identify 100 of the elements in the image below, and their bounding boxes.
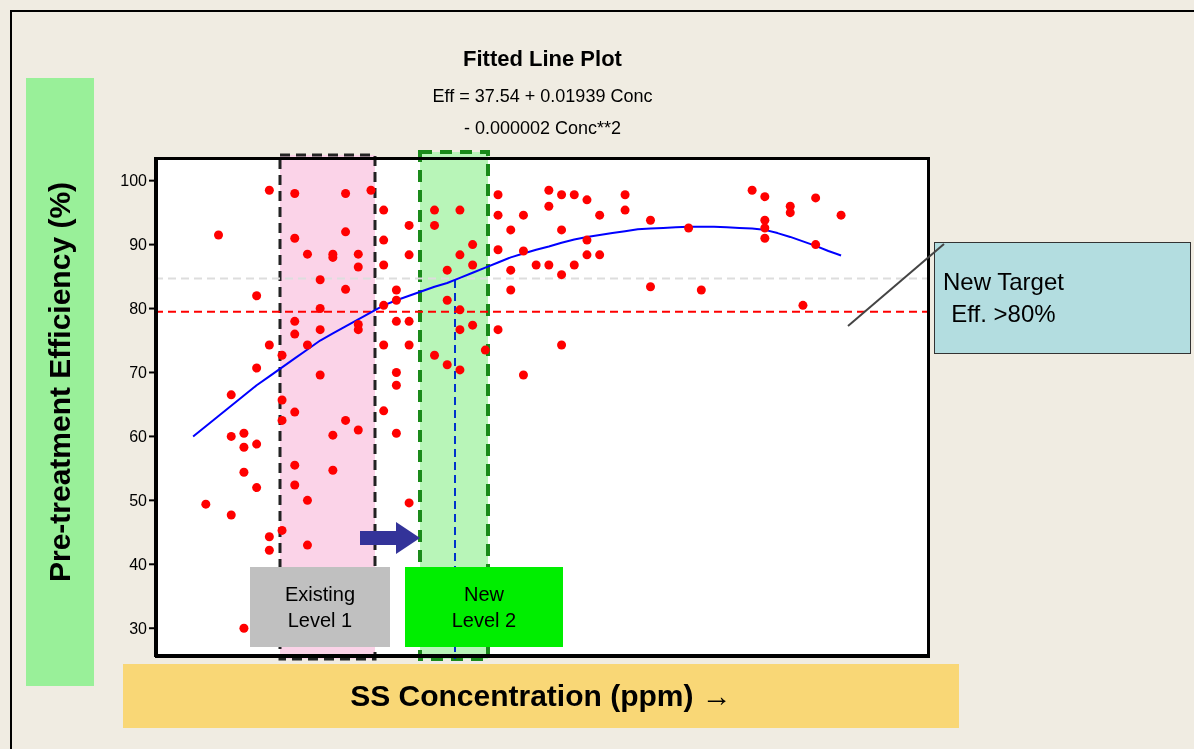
chart-subtitle: Eff = 37.54 + 0.01939 Conc - 0.000002 Conc**2 (431, 85, 654, 140)
point (264, 532, 274, 542)
point (569, 190, 579, 200)
point (404, 250, 414, 260)
point (379, 205, 389, 215)
point (645, 215, 655, 225)
y-tick-label: 70 (129, 364, 148, 382)
point (290, 407, 300, 417)
point (252, 291, 262, 301)
point (620, 190, 630, 200)
point (455, 365, 465, 375)
point (430, 350, 440, 360)
point (430, 205, 440, 215)
point (518, 210, 528, 220)
point (379, 235, 389, 245)
point (391, 380, 401, 390)
point (518, 246, 528, 256)
point (404, 316, 414, 326)
point (620, 205, 630, 215)
point (226, 431, 236, 441)
point (557, 340, 567, 350)
point (302, 495, 312, 505)
point (404, 220, 414, 230)
point (747, 185, 757, 195)
point (290, 460, 300, 470)
point (315, 325, 325, 335)
point (315, 370, 325, 380)
point (595, 210, 605, 220)
point (302, 340, 312, 350)
point (315, 304, 325, 314)
point (557, 270, 567, 280)
y-tick-label: 60 (129, 428, 148, 446)
point (214, 230, 224, 240)
y-tick-label: 30 (129, 619, 148, 637)
point (760, 215, 770, 225)
point (468, 260, 478, 270)
point (277, 415, 287, 425)
point (544, 260, 554, 270)
point (836, 210, 846, 220)
point (379, 260, 389, 270)
y-tick-label: 90 (129, 236, 148, 254)
point (785, 201, 795, 211)
line-series (192, 225, 843, 438)
point (201, 499, 211, 509)
point (544, 185, 554, 195)
point (341, 227, 351, 237)
point (341, 415, 351, 425)
point (341, 284, 351, 294)
point (404, 498, 414, 508)
point (290, 233, 300, 243)
point (277, 525, 287, 535)
point (277, 350, 287, 360)
point (557, 190, 567, 200)
point (595, 250, 605, 260)
point (252, 363, 262, 373)
point (696, 285, 706, 295)
point (455, 205, 465, 215)
point (290, 316, 300, 326)
point (760, 223, 770, 233)
point (391, 285, 401, 295)
point (493, 190, 503, 200)
point (442, 360, 452, 370)
point (442, 295, 452, 305)
point (328, 465, 338, 475)
point (290, 480, 300, 490)
point (366, 185, 376, 195)
point (468, 240, 478, 250)
point (353, 262, 363, 272)
point (239, 442, 249, 452)
point (455, 250, 465, 260)
point (252, 483, 262, 493)
point (582, 250, 592, 260)
x-axis-title: SS Concentration (ppm) → (123, 664, 959, 728)
point (468, 320, 478, 330)
point (480, 345, 490, 355)
point (379, 300, 389, 310)
point (455, 325, 465, 335)
point (493, 210, 503, 220)
point (506, 265, 516, 275)
point (684, 223, 694, 233)
point (760, 233, 770, 243)
y-tick-label: 40 (129, 555, 148, 573)
point (239, 623, 249, 633)
point (531, 260, 541, 270)
point (493, 245, 503, 255)
y-tick-label: 80 (129, 300, 148, 318)
point (379, 340, 389, 350)
point (442, 265, 452, 275)
point (315, 275, 325, 285)
point (302, 540, 312, 550)
point (341, 188, 351, 198)
point (290, 329, 300, 339)
point (506, 285, 516, 295)
y-tick-label: 100 (120, 172, 148, 190)
point (760, 192, 770, 202)
point (506, 225, 516, 235)
chart-title: Fitted Line Plot (462, 46, 623, 72)
point (391, 367, 401, 377)
point (391, 316, 401, 326)
point (569, 260, 579, 270)
